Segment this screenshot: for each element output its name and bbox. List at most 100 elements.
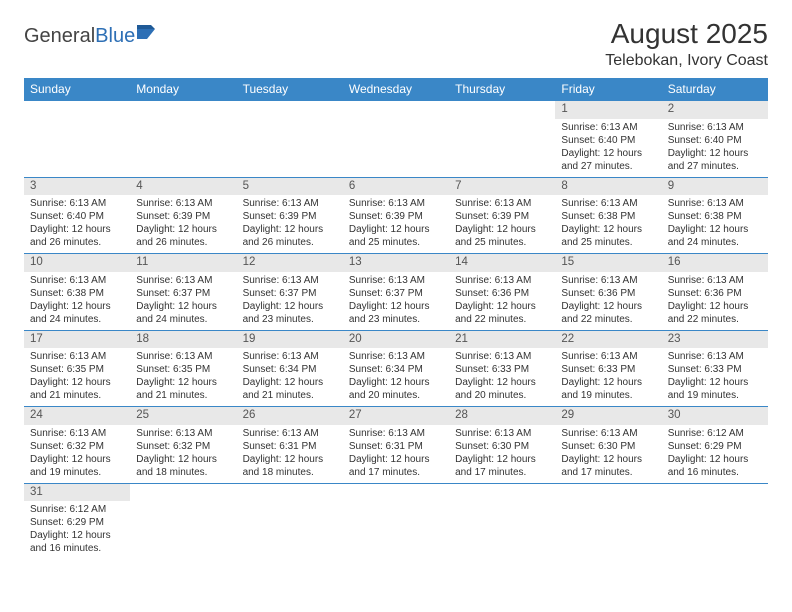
day-details: Sunrise: 6:13 AMSunset: 6:37 PMDaylight:… [237, 272, 343, 331]
sunrise-text: Sunrise: 6:13 AM [349, 350, 443, 363]
empty-cell [130, 501, 236, 559]
empty-cell [24, 119, 130, 178]
sunrise-text: Sunrise: 6:12 AM [668, 427, 762, 440]
daylight-text: and 27 minutes. [668, 160, 762, 173]
empty-cell [662, 501, 768, 559]
day-number: 18 [130, 330, 236, 348]
empty-cell [662, 483, 768, 501]
sunset-text: Sunset: 6:33 PM [561, 363, 655, 376]
sunset-text: Sunset: 6:29 PM [668, 440, 762, 453]
daylight-text: and 25 minutes. [561, 236, 655, 249]
day-details: Sunrise: 6:12 AMSunset: 6:29 PMDaylight:… [24, 501, 130, 559]
sunset-text: Sunset: 6:36 PM [668, 287, 762, 300]
sunrise-text: Sunrise: 6:13 AM [349, 427, 443, 440]
empty-cell [237, 119, 343, 178]
daylight-text: Daylight: 12 hours [455, 453, 549, 466]
sunset-text: Sunset: 6:35 PM [30, 363, 124, 376]
day-number: 29 [555, 407, 661, 425]
day-details: Sunrise: 6:13 AMSunset: 6:40 PMDaylight:… [24, 195, 130, 254]
sunrise-text: Sunrise: 6:13 AM [455, 274, 549, 287]
daylight-text: Daylight: 12 hours [30, 453, 124, 466]
day-number: 12 [237, 254, 343, 272]
empty-cell [130, 101, 236, 119]
daylight-text: and 16 minutes. [30, 542, 124, 555]
sunset-text: Sunset: 6:30 PM [561, 440, 655, 453]
day-header: Monday [130, 78, 236, 101]
sunset-text: Sunset: 6:31 PM [243, 440, 337, 453]
daylight-text: Daylight: 12 hours [561, 147, 655, 160]
day-number: 9 [662, 177, 768, 195]
daylight-text: and 24 minutes. [668, 236, 762, 249]
day-number: 5 [237, 177, 343, 195]
daylight-text: Daylight: 12 hours [243, 376, 337, 389]
day-details: Sunrise: 6:13 AMSunset: 6:36 PMDaylight:… [449, 272, 555, 331]
details-row: Sunrise: 6:13 AM Sunset: 6:38 PM Daylight:… [24, 272, 768, 331]
month-title: August 2025 [605, 18, 768, 50]
sunset-text: Sunset: 6:39 PM [455, 210, 549, 223]
sunset-text: Sunset: 6:35 PM [136, 363, 230, 376]
sunset-text: Sunset: 6:32 PM [136, 440, 230, 453]
sunset-text: Sunset: 6:37 PM [243, 287, 337, 300]
day-number: 16 [662, 254, 768, 272]
empty-cell [130, 119, 236, 178]
sunset-text: Sunset: 6:40 PM [668, 134, 762, 147]
sunset-text: Sunset: 6:38 PM [30, 287, 124, 300]
details-row: Sunrise: 6:13 AMSunset: 6:35 PMDaylight:… [24, 348, 768, 407]
sunrise-text: Sunrise: 6:13 AM [243, 197, 337, 210]
day-details: Sunrise: 6:13 AMSunset: 6:39 PMDaylight:… [449, 195, 555, 254]
empty-cell [237, 483, 343, 501]
sunrise-text: Sunrise: 6:13 AM [136, 427, 230, 440]
day-details: Sunrise: 6:13 AMSunset: 6:30 PMDaylight:… [449, 425, 555, 484]
empty-cell [130, 483, 236, 501]
day-header-row: SundayMondayTuesdayWednesdayThursdayFrid… [24, 78, 768, 101]
day-details: Sunrise: 6:13 AMSunset: 6:31 PMDaylight:… [237, 425, 343, 484]
sunrise-text: Sunrise: 6:13 AM [668, 121, 762, 134]
daylight-text: and 23 minutes. [349, 313, 443, 326]
day-details: Sunrise: 6:13 AMSunset: 6:37 PMDaylight:… [130, 272, 236, 331]
day-details: Sunrise: 6:13 AMSunset: 6:32 PMDaylight:… [24, 425, 130, 484]
day-header: Saturday [662, 78, 768, 101]
day-number: 30 [662, 407, 768, 425]
day-header: Wednesday [343, 78, 449, 101]
sunrise-text: Sunrise: 6:13 AM [30, 427, 124, 440]
day-details: Sunrise: 6:13 AMSunset: 6:39 PMDaylight:… [237, 195, 343, 254]
day-number: 26 [237, 407, 343, 425]
sunrise-text: Sunrise: 6:13 AM [455, 350, 549, 363]
day-details: Sunrise: 6:13 AMSunset: 6:36 PMDaylight:… [555, 272, 661, 331]
sunset-text: Sunset: 6:40 PM [30, 210, 124, 223]
daylight-text: Daylight: 12 hours [243, 453, 337, 466]
sunset-text: Sunset: 6:39 PM [136, 210, 230, 223]
sunrise-text: Sunrise: 6:13 AM [561, 197, 655, 210]
daylight-text: and 27 minutes. [561, 160, 655, 173]
day-details: Sunrise: 6:13 AMSunset: 6:31 PMDaylight:… [343, 425, 449, 484]
daylight-text: Daylight: 12 hours [243, 300, 337, 313]
sunrise-text: Sunrise: 6:13 AM [243, 350, 337, 363]
daylight-text: and 24 minutes. [30, 313, 124, 326]
daylight-text: and 19 minutes. [561, 389, 655, 402]
daylight-text: and 24 minutes. [136, 313, 230, 326]
day-details: Sunrise: 6:13 AMSunset: 6:35 PMDaylight:… [130, 348, 236, 407]
day-number: 23 [662, 330, 768, 348]
sunset-text: Sunset: 6:30 PM [455, 440, 549, 453]
sunset-text: Sunset: 6:34 PM [349, 363, 443, 376]
day-number: 1 [555, 101, 661, 119]
empty-cell [24, 101, 130, 119]
sunset-text: Sunset: 6:36 PM [455, 287, 549, 300]
day-number: 31 [24, 483, 130, 501]
daylight-text: and 25 minutes. [455, 236, 549, 249]
day-details: Sunrise: 6:13 AMSunset: 6:38 PMDaylight:… [555, 195, 661, 254]
daylight-text: Daylight: 12 hours [30, 376, 124, 389]
location: Telebokan, Ivory Coast [605, 52, 768, 70]
daylight-text: Daylight: 12 hours [561, 376, 655, 389]
day-details: Sunrise: 6:13 AMSunset: 6:38 PMDaylight:… [662, 195, 768, 254]
sunset-text: Sunset: 6:38 PM [668, 210, 762, 223]
daylight-text: Daylight: 12 hours [668, 453, 762, 466]
daylight-text: and 16 minutes. [668, 466, 762, 479]
sunset-text: Sunset: 6:39 PM [243, 210, 337, 223]
daylight-text: Daylight: 12 hours [668, 223, 762, 236]
day-header: Friday [555, 78, 661, 101]
empty-cell [449, 483, 555, 501]
sunrise-text: Sunrise: 6:13 AM [136, 350, 230, 363]
day-number: 20 [343, 330, 449, 348]
daylight-text: Daylight: 12 hours [349, 376, 443, 389]
